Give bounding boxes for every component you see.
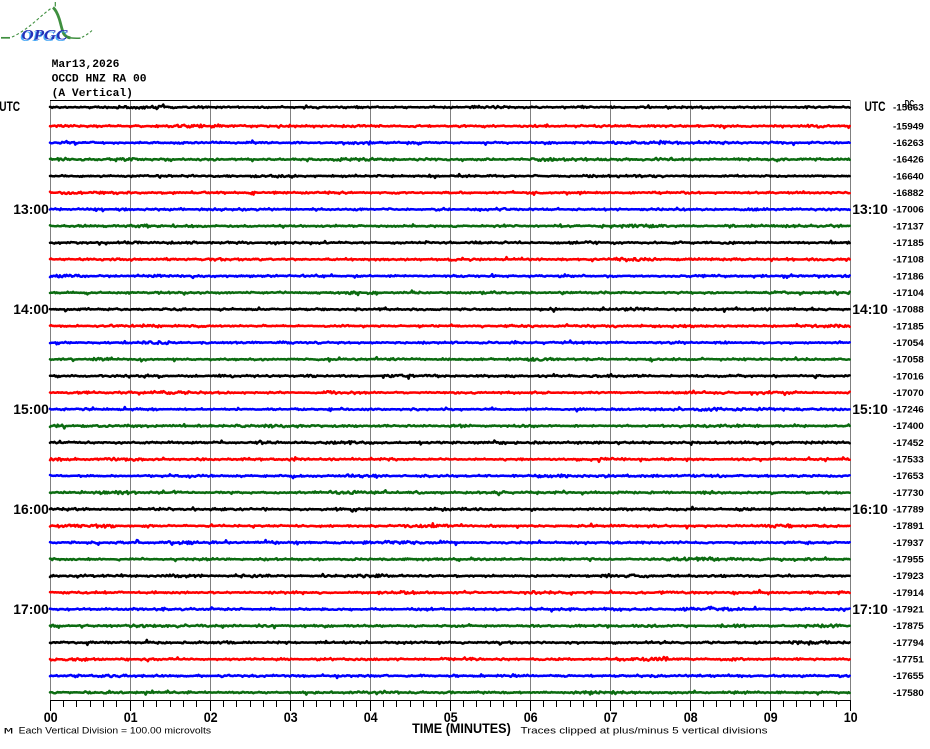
svg-text:-17533: -17533 — [893, 455, 924, 466]
svg-text:OPGC: OPGC — [20, 29, 67, 45]
svg-text:-17875: -17875 — [893, 621, 924, 632]
svg-text:UTC: UTC — [865, 99, 886, 114]
svg-text:02: 02 — [204, 710, 218, 725]
svg-text:13:00: 13:00 — [13, 202, 49, 217]
svg-text:01: 01 — [124, 710, 139, 725]
svg-text:03: 03 — [284, 710, 298, 725]
svg-text:-17058: -17058 — [893, 355, 924, 366]
svg-text:-16882: -16882 — [893, 188, 924, 199]
svg-text:14:00: 14:00 — [13, 302, 49, 317]
svg-text:-17400: -17400 — [893, 421, 924, 432]
svg-text:07: 07 — [604, 710, 618, 725]
svg-text:UTC: UTC — [0, 99, 20, 114]
svg-text:-17088: -17088 — [893, 305, 924, 316]
svg-text:05: 05 — [444, 710, 459, 725]
svg-text:-17923: -17923 — [893, 571, 924, 582]
svg-text:OPGC: OPGC — [22, 28, 69, 44]
svg-text:16:00: 16:00 — [13, 502, 49, 517]
svg-text:17:00: 17:00 — [13, 602, 49, 617]
svg-text:-17794: -17794 — [893, 638, 924, 649]
svg-text:15:00: 15:00 — [13, 402, 49, 417]
svg-text:-15663: -15663 — [893, 103, 924, 114]
svg-text:-17104: -17104 — [893, 288, 924, 299]
svg-text:-17246: -17246 — [893, 405, 924, 416]
svg-text:-17054: -17054 — [893, 338, 924, 349]
svg-text:10: 10 — [844, 710, 858, 725]
svg-text:-17653: -17653 — [893, 471, 924, 482]
svg-text:Each Vertical Division = 100.: Each Vertical Division = 100.00 microvol… — [19, 726, 212, 736]
svg-text:Mar13,2026: Mar13,2026 — [52, 59, 120, 71]
svg-text:09: 09 — [764, 710, 778, 725]
svg-text:13:10: 13:10 — [852, 202, 888, 217]
svg-text:-16263: -16263 — [893, 138, 924, 149]
svg-text:-17955: -17955 — [893, 555, 924, 566]
svg-text:-17108: -17108 — [893, 255, 924, 266]
svg-text:16:10: 16:10 — [852, 502, 888, 517]
svg-text:-17580: -17580 — [893, 688, 924, 699]
svg-text:-17921: -17921 — [893, 605, 924, 616]
svg-text:OCCD HNZ RA 00: OCCD HNZ RA 00 — [52, 74, 147, 86]
svg-text:DC: DC — [905, 98, 915, 108]
svg-text:-17452: -17452 — [893, 438, 924, 449]
svg-text:04: 04 — [364, 710, 379, 725]
svg-text:-17914: -17914 — [893, 588, 924, 599]
svg-text:-17891: -17891 — [893, 521, 924, 532]
svg-text:-17751: -17751 — [893, 655, 924, 666]
svg-text:17:10: 17:10 — [852, 602, 888, 617]
svg-text:M: M — [4, 727, 14, 737]
svg-text:-15949: -15949 — [893, 121, 924, 132]
svg-text:-17016: -17016 — [893, 371, 924, 382]
svg-text:08: 08 — [684, 710, 699, 725]
svg-text:TIME (MINUTES): TIME (MINUTES) — [412, 721, 511, 736]
svg-text:-16640: -16640 — [893, 171, 924, 182]
svg-text:-17137: -17137 — [893, 221, 924, 232]
svg-text:-17185: -17185 — [893, 321, 924, 332]
svg-text:-17937: -17937 — [893, 538, 924, 549]
svg-text:Traces clipped at plus/minus 5: Traces clipped at plus/minus 5 vertical … — [521, 726, 769, 736]
svg-text:-17185: -17185 — [893, 238, 924, 249]
svg-text:-17789: -17789 — [893, 505, 924, 516]
svg-text:(A Vertical): (A Vertical) — [52, 88, 133, 100]
svg-text:-16426: -16426 — [893, 155, 924, 166]
svg-text:-17186: -17186 — [893, 271, 924, 282]
svg-text:-17730: -17730 — [893, 488, 924, 499]
svg-text:15:10: 15:10 — [852, 402, 888, 417]
svg-text:-17006: -17006 — [893, 205, 924, 216]
svg-text:-17655: -17655 — [893, 671, 924, 682]
svg-text:06: 06 — [524, 710, 538, 725]
svg-text:14:10: 14:10 — [852, 302, 888, 317]
svg-text:00: 00 — [44, 710, 58, 725]
svg-text:-17070: -17070 — [893, 388, 924, 399]
